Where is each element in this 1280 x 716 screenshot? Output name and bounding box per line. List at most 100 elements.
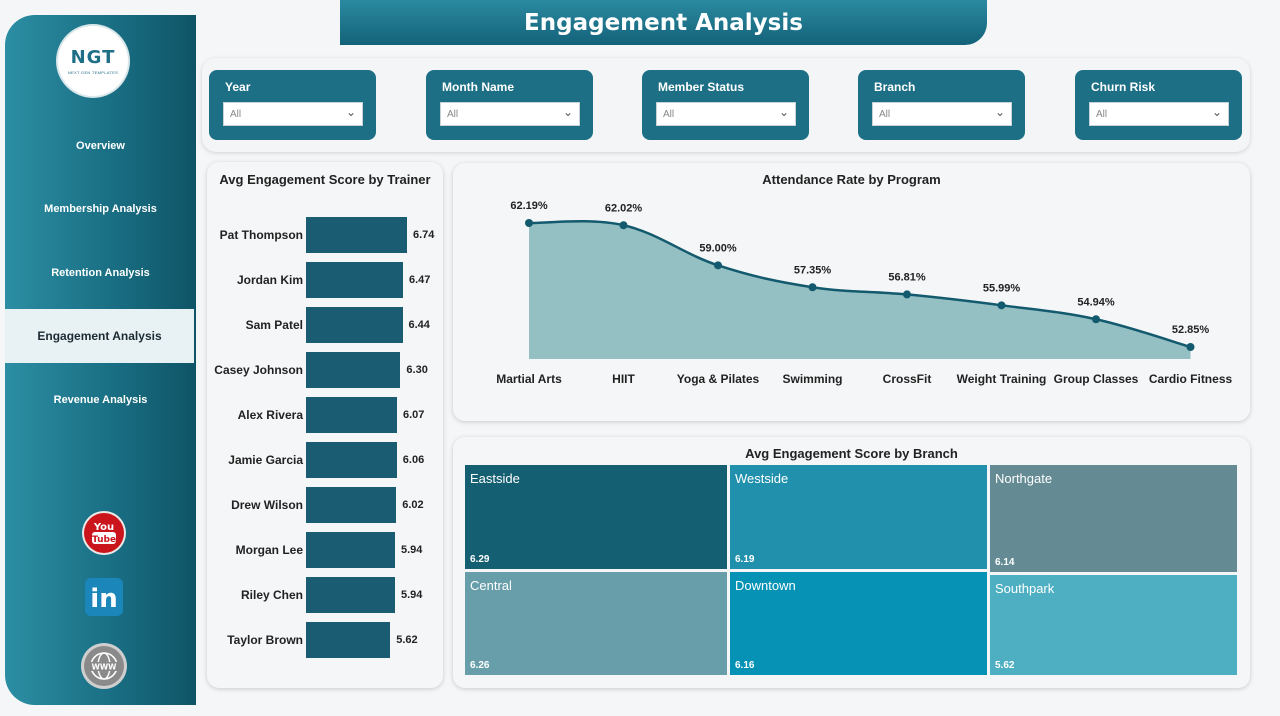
treemap-value-label: 6.14 — [995, 557, 1015, 568]
trainer-value-label: 6.07 — [402, 409, 425, 421]
treemap-tile-southpark[interactable]: Southpark 5.62 — [990, 575, 1237, 675]
trainer-value-label: 6.30 — [406, 364, 428, 376]
treemap-tile-downtown[interactable]: Downtown 6.16 — [730, 572, 987, 675]
treemap-value-label: 6.16 — [735, 660, 755, 671]
attendance-point[interactable] — [808, 283, 817, 292]
attendance-point[interactable] — [997, 301, 1006, 310]
trainer-bar[interactable] — [306, 217, 407, 253]
trainer-bar[interactable] — [306, 262, 403, 298]
treemap-value-label: 6.19 — [735, 554, 755, 565]
www-icon[interactable]: WWW — [84, 646, 124, 686]
chevron-down-icon: ⌄ — [345, 105, 356, 119]
svg-text:WWW: WWW — [92, 663, 118, 672]
attendance-point[interactable] — [525, 219, 533, 227]
trainer-value-label: 6.02 — [402, 499, 424, 511]
trainer-value-label: 5.62 — [396, 634, 418, 646]
nav-revenue-analysis[interactable]: Revenue Analysis — [5, 373, 196, 427]
treemap-tile-northgate[interactable]: Northgate 6.14 — [990, 465, 1237, 572]
trainer-bar[interactable] — [306, 352, 401, 388]
trainer-name-label: Alex Rivera — [237, 408, 303, 422]
attendance-value-label: 55.99% — [983, 282, 1021, 294]
page-title: Engagement Analysis — [524, 9, 803, 36]
youtube-icon[interactable]: You Tube — [84, 513, 124, 553]
trainer-value-label: 6.74 — [413, 229, 435, 241]
treemap-value-label: 6.29 — [470, 554, 490, 565]
attendance-point[interactable] — [714, 261, 722, 270]
branch-dropdown[interactable]: All ⌄ — [872, 102, 1012, 126]
trainer-value-label: 5.94 — [401, 589, 423, 601]
nav-membership-analysis[interactable]: Membership Analysis — [5, 182, 196, 236]
trainer-bar[interactable] — [306, 622, 391, 658]
trainer-name-label: Taylor Brown — [227, 633, 303, 647]
trainer-name-label: Casey Johnson — [214, 363, 303, 377]
trainer-value-label: 6.47 — [408, 274, 431, 286]
nav-label: Membership Analysis — [44, 203, 157, 215]
nav-overview[interactable]: Overview — [5, 119, 196, 173]
chart-title: Avg Engagement Score by Branch — [745, 446, 958, 461]
program-axis-label: CrossFit — [883, 372, 932, 386]
trainer-bar[interactable] — [306, 532, 395, 568]
trainer-bar[interactable] — [306, 397, 397, 433]
treemap-tile-eastside[interactable]: Eastside 6.29 — [465, 465, 727, 569]
trainer-bar[interactable] — [306, 577, 395, 613]
attendance-area-svg: 62.19% Martial Arts 62.02% HIIT 59.00% Yoga &… — [496, 200, 1232, 386]
year-dropdown[interactable]: All ⌄ — [223, 102, 363, 126]
chart-title: Attendance Rate by Program — [762, 172, 941, 187]
month-name-dropdown[interactable]: All ⌄ — [440, 102, 580, 126]
attendance-rate-chart: Attendance Rate by Program 62.19% Martial… — [453, 163, 1250, 421]
svg-text:You: You — [93, 522, 114, 533]
dropdown-value: All — [879, 109, 891, 120]
slicer-year: Year All ⌄ — [209, 70, 376, 140]
attendance-value-label: 62.02% — [605, 202, 643, 214]
attendance-value-label: 56.81% — [888, 271, 926, 283]
member-status-dropdown[interactable]: All ⌄ — [656, 102, 796, 126]
treemap-branch-label: Westside — [735, 471, 789, 486]
trainer-value-label: 6.06 — [402, 454, 425, 466]
treemap-branch-label: Southpark — [995, 581, 1055, 596]
trainer-bar[interactable] — [306, 442, 397, 478]
slicer-branch: Branch All ⌄ — [858, 70, 1025, 140]
nav-label: Overview — [76, 140, 125, 152]
nav-label: Engagement Analysis — [37, 329, 162, 343]
attendance-point[interactable] — [1092, 315, 1100, 324]
program-axis-label: Swimming — [782, 372, 842, 386]
slicer-month-name: Month Name All ⌄ — [426, 70, 593, 140]
program-axis-label: HIIT — [612, 372, 635, 386]
logo-subtitle: NEXT GEN TEMPLATES — [67, 70, 119, 75]
trainer-name-label: Jordan Kim — [236, 273, 303, 287]
linkedin-icon[interactable]: in — [85, 578, 123, 616]
attendance-value-label: 59.00% — [699, 242, 737, 254]
slicer-label: Branch — [874, 80, 916, 94]
treemap-branch-label: Downtown — [735, 578, 796, 593]
treemap-branch-label: Northgate — [995, 471, 1053, 486]
program-axis-label: Yoga & Pilates — [677, 372, 760, 386]
trainer-bar[interactable] — [306, 307, 403, 343]
trainer-name-label: Pat Thompson — [219, 228, 303, 242]
trainer-name-label: Sam Patel — [245, 318, 303, 332]
attendance-point[interactable] — [903, 290, 911, 299]
trainer-name-label: Riley Chen — [240, 588, 303, 602]
attendance-value-label: 54.94% — [1077, 296, 1115, 308]
svg-text:in: in — [90, 584, 117, 612]
treemap-tile-westside[interactable]: Westside 6.19 — [730, 465, 987, 569]
logo-text: NGT — [70, 47, 116, 68]
treemap-tile-central[interactable]: Central 6.26 — [465, 572, 727, 675]
dropdown-value: All — [447, 109, 459, 120]
churn-risk-dropdown[interactable]: All ⌄ — [1089, 102, 1229, 126]
treemap-value-label: 5.62 — [995, 660, 1015, 671]
svg-text:Tube: Tube — [92, 535, 116, 545]
nav-retention-analysis[interactable]: Retention Analysis — [5, 246, 196, 300]
slicer-label: Churn Risk — [1091, 80, 1156, 94]
attendance-point[interactable] — [619, 221, 628, 230]
attendance-point[interactable] — [1186, 343, 1195, 351]
linkedin-glyph: in — [90, 584, 117, 612]
slicer-label: Member Status — [658, 80, 745, 94]
slicer-label: Year — [225, 80, 251, 94]
program-axis-label: Group Classes — [1054, 372, 1139, 386]
dropdown-value: All — [1096, 109, 1108, 120]
trainer-bar[interactable] — [306, 487, 397, 523]
branch-engagement-treemap: Avg Engagement Score by Branch Eastside 6… — [453, 437, 1250, 688]
nav-engagement-analysis[interactable]: Engagement Analysis — [5, 309, 194, 363]
attendance-value-label: 62.19% — [510, 200, 548, 212]
